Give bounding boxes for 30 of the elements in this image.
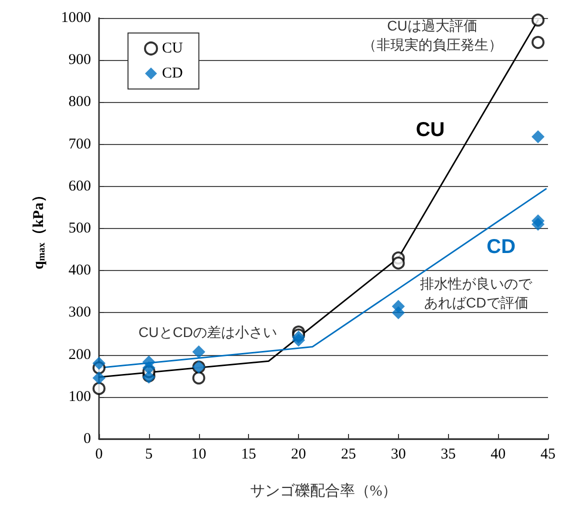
x-tick-label: 35 [440,446,456,462]
annotation: CD [486,236,516,258]
annotation: CU [416,118,445,141]
legend-label: CD [162,66,184,82]
annotation: CUは過大評価（非現実的負圧発生） [362,17,502,52]
x-tick-label: 45 [540,446,556,462]
y-tick-label: 0 [84,431,91,447]
annotation: 排水性が良いのであればCDで評価 [420,275,534,310]
x-tick-label: 30 [390,446,406,462]
y-tick-label: 600 [68,178,91,194]
x-axis-title: サンゴ礫配合率（%） [250,482,398,500]
legend-label: CU [162,40,184,56]
y-tick-label: 500 [68,220,91,236]
y-tick-label: 400 [68,262,91,279]
y-tick-label: 300 [68,304,91,321]
x-tick-label: 25 [340,446,356,462]
x-tick-label: 15 [241,446,256,462]
y-tick-label: 200 [68,346,91,363]
y-tick-label: 900 [68,52,91,68]
x-tick-label: 40 [490,446,506,462]
y-tick-label: 800 [68,94,91,110]
x-tick-label: 20 [291,446,306,462]
y-tick-label: 700 [68,136,91,152]
y-axis-title: qmax（kPa） [31,188,48,270]
x-tick-label: 0 [95,446,103,462]
annotation: CUとCDの差は小さい [138,324,277,340]
y-tick-label: 100 [68,388,91,405]
x-tick-label: 10 [191,446,206,462]
x-tick-label: 5 [145,446,153,462]
y-tick-label: 1000 [61,10,91,26]
